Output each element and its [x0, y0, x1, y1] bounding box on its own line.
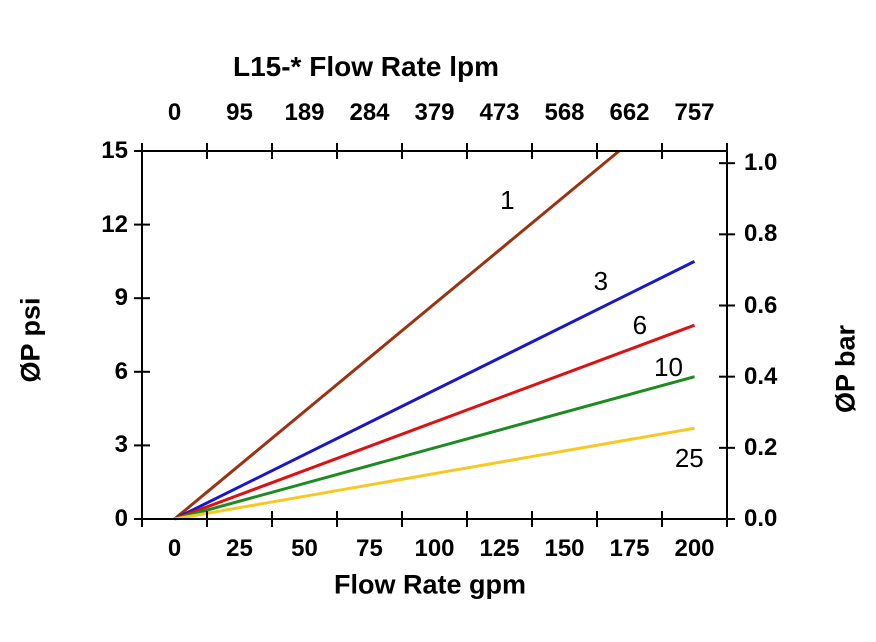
series-line-1 [173, 149, 621, 521]
left-tick-label-12: 12 [101, 210, 128, 238]
top-tick-label-95: 95 [226, 99, 253, 126]
series-label-25: 25 [674, 442, 704, 473]
bottom-tick-label-75: 75 [356, 535, 383, 562]
right-tick-label-0.2: 0.2 [744, 433, 778, 461]
right-tick-label-1.0: 1.0 [744, 149, 778, 177]
right-tick-label-0.0: 0.0 [744, 505, 778, 532]
top-tick-label-0: 0 [167, 99, 182, 126]
series-line-25 [174, 426, 695, 521]
y-axis-right-label: ØP bar [830, 324, 861, 414]
left-tick-label-15: 15 [101, 137, 128, 164]
series-label-10: 10 [654, 351, 683, 382]
right-tick-label-0.6: 0.6 [744, 291, 778, 319]
bottom-tick-label-150: 150 [544, 535, 585, 562]
top-tick-label-189: 189 [284, 99, 325, 126]
bottom-tick-label-200: 200 [674, 535, 715, 562]
left-tick-label-0: 0 [114, 505, 128, 532]
series-line-6 [173, 323, 696, 521]
bottom-tick-label-125: 125 [479, 535, 520, 562]
series-line-10 [174, 375, 695, 521]
bottom-tick-label-50: 50 [291, 535, 318, 562]
series-label-1: 1 [500, 185, 515, 216]
top-tick-label-662: 662 [609, 99, 650, 126]
chart-title: L15-* Flow Rate lpm [232, 51, 500, 82]
right-tick-label-0.4: 0.4 [744, 362, 778, 390]
bottom-tick-label-175: 175 [609, 535, 650, 562]
right-tick-label-0.8: 0.8 [744, 220, 778, 248]
bottom-tick-label-100: 100 [414, 535, 455, 562]
plot-border [141, 150, 728, 520]
left-tick-label-3: 3 [114, 431, 128, 459]
left-tick-label-9: 9 [114, 284, 128, 312]
x-axis-label: Flow Rate gpm [333, 569, 527, 600]
series-label-6: 6 [632, 310, 648, 341]
series-line-3 [173, 260, 696, 521]
top-tick-label-568: 568 [544, 99, 585, 126]
left-tick-label-6: 6 [114, 357, 128, 385]
bottom-tick-label-25: 25 [226, 535, 253, 562]
series-label-3: 3 [593, 266, 609, 297]
y-axis-left-label: ØP psi [15, 297, 46, 383]
top-tick-label-379: 379 [414, 99, 455, 126]
top-tick-label-757: 757 [674, 99, 715, 126]
top-tick-label-284: 284 [349, 99, 390, 126]
top-tick-label-473: 473 [479, 99, 520, 126]
bottom-tick-label-0: 0 [167, 535, 182, 562]
